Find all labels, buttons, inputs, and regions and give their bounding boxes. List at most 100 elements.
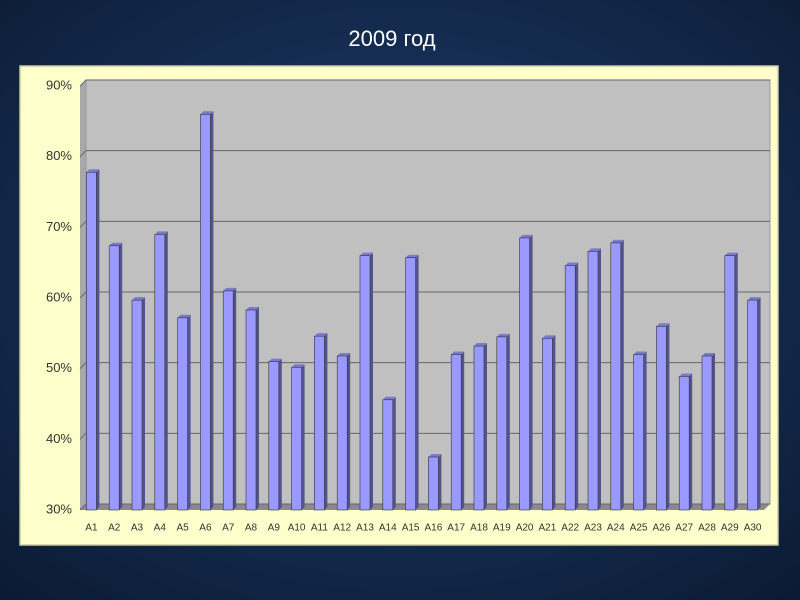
bar <box>222 290 234 511</box>
x-tick-label: A4 <box>154 523 167 534</box>
bar-top <box>747 297 761 301</box>
bar <box>405 257 416 511</box>
bar-top <box>610 239 624 243</box>
bar-side <box>324 333 328 510</box>
bar <box>314 335 325 511</box>
bar-top <box>109 242 123 246</box>
bar-top <box>405 254 419 258</box>
y-tick-label: 40% <box>46 431 72 446</box>
bar-top <box>154 231 168 235</box>
bar <box>450 354 462 511</box>
bar-side <box>187 314 191 510</box>
x-tick-label: A23 <box>584 523 602 534</box>
x-tick-label: A29 <box>721 523 739 534</box>
bar <box>291 366 302 511</box>
bar-side <box>278 358 282 510</box>
bar-top <box>360 252 373 256</box>
bar <box>724 255 736 511</box>
bar-side <box>210 111 214 511</box>
x-tick-label: A19 <box>493 523 511 534</box>
bar-top <box>382 396 396 400</box>
bar <box>382 399 394 511</box>
grid-line <box>79 291 770 299</box>
x-tick-label: A8 <box>245 523 258 534</box>
bar <box>587 251 599 511</box>
bar-side <box>438 454 442 510</box>
x-tick-label: A6 <box>199 523 212 534</box>
bar <box>633 354 644 511</box>
bar-side <box>666 323 670 510</box>
chart-title: 2009 год <box>348 26 435 51</box>
bar-top <box>200 111 214 115</box>
bar-top <box>314 333 328 337</box>
bar-top <box>724 252 738 256</box>
bar-side <box>598 248 601 511</box>
x-tick-label: A26 <box>653 523 671 534</box>
bar <box>268 361 280 511</box>
x-tick-label: A12 <box>333 523 351 534</box>
bar-top <box>542 335 556 339</box>
bar <box>564 265 576 511</box>
x-tick-label: A30 <box>744 523 762 534</box>
grid-line <box>79 79 770 87</box>
grid-line <box>79 150 770 158</box>
grid-line <box>79 362 770 370</box>
bar-top <box>428 454 442 457</box>
bar-side <box>119 242 123 510</box>
bar <box>473 345 485 511</box>
x-tick-label: A5 <box>176 523 189 534</box>
bar <box>154 234 166 511</box>
bar-side <box>256 307 259 510</box>
bar-top <box>633 351 647 355</box>
bar-side <box>370 252 373 510</box>
bar <box>496 336 508 511</box>
x-tick-label: A18 <box>470 523 488 534</box>
x-tick-label: A9 <box>268 523 281 534</box>
bar-side <box>620 239 624 510</box>
bar-side <box>529 234 533 510</box>
y-tick-label: 60% <box>46 289 72 304</box>
bar-side <box>233 287 237 510</box>
bar-top <box>132 297 145 301</box>
x-tick-label: A14 <box>379 523 397 534</box>
x-tick-label: A11 <box>311 523 328 534</box>
bar <box>428 456 439 511</box>
x-tick-label: A21 <box>539 523 557 534</box>
x-tick-label: A1 <box>85 523 98 534</box>
y-tick-label: 90% <box>46 77 72 92</box>
x-tick-label: A13 <box>356 523 374 534</box>
y-tick-label: 30% <box>46 501 72 516</box>
bar-side <box>96 169 100 511</box>
bar <box>131 299 143 511</box>
grid-line <box>79 220 770 228</box>
bar-top <box>565 262 579 266</box>
bar-top <box>337 352 351 356</box>
bar-side <box>689 373 693 510</box>
bar-side <box>575 262 579 510</box>
x-tick-label: A2 <box>108 523 121 534</box>
bar-side <box>347 352 351 510</box>
bar-side <box>757 297 761 510</box>
bar-side <box>392 396 396 510</box>
bar-top <box>588 248 601 252</box>
y-tick-label: 70% <box>46 219 72 234</box>
bar <box>336 355 348 511</box>
bar <box>108 245 120 511</box>
bar-top <box>86 169 100 173</box>
bar <box>359 255 371 511</box>
bar-side <box>301 364 305 510</box>
x-tick-label: A10 <box>288 523 306 534</box>
bar-side <box>484 343 487 510</box>
grid-line <box>79 432 770 440</box>
bar <box>86 171 97 511</box>
bar-top <box>702 352 715 356</box>
bar-top <box>223 287 237 291</box>
x-tick-label: A24 <box>607 523 625 534</box>
bar-side <box>506 333 510 510</box>
x-tick-label: A15 <box>402 523 420 534</box>
bar-side <box>712 352 715 510</box>
bar-top <box>177 314 191 318</box>
bar-top <box>246 307 259 311</box>
